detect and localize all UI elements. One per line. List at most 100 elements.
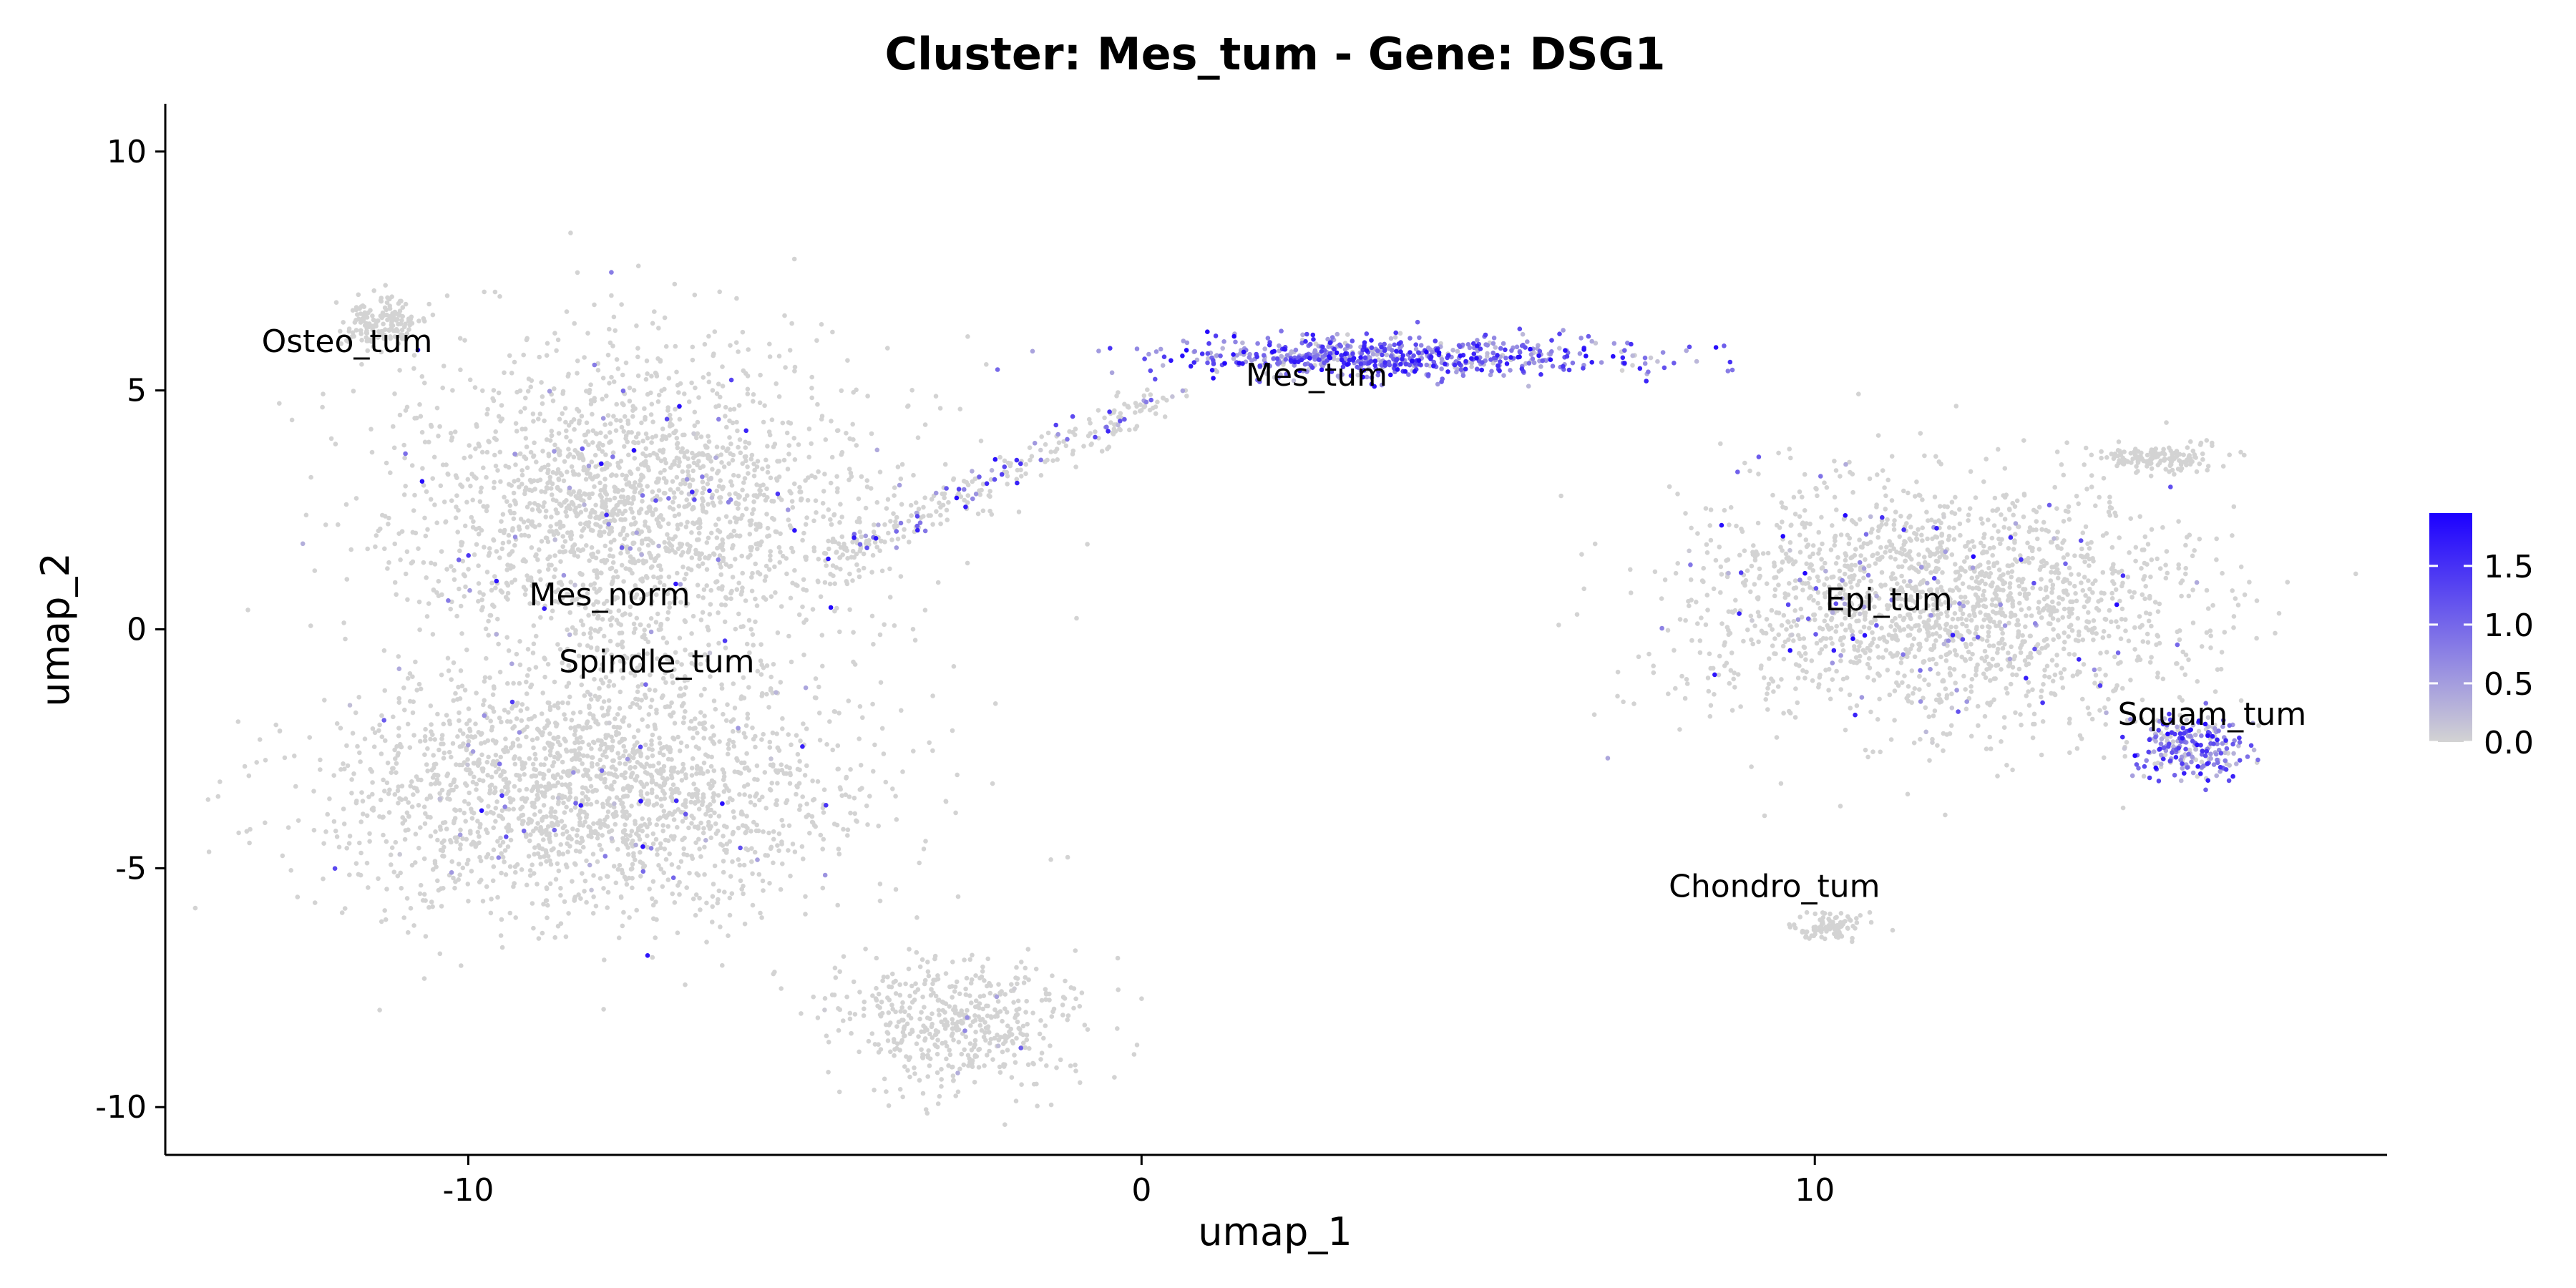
data-point (813, 474, 818, 480)
data-point (573, 848, 579, 854)
data-point (1765, 691, 1770, 696)
data-point (526, 533, 532, 539)
data-point (655, 847, 660, 852)
data-point (765, 525, 771, 531)
data-point (512, 577, 517, 582)
data-point (691, 506, 696, 511)
data-point (499, 719, 504, 725)
data-point (392, 541, 397, 547)
data-point (499, 945, 505, 950)
data-point (724, 596, 729, 601)
data-point (477, 834, 482, 839)
data-point (280, 853, 286, 859)
data-point (589, 527, 594, 533)
data-point (704, 473, 709, 478)
data-point (645, 833, 650, 839)
data-point (887, 566, 892, 572)
data-point (392, 580, 398, 585)
data-point (900, 769, 905, 774)
data-point (540, 401, 545, 406)
data-point (629, 804, 634, 809)
data-point (686, 791, 692, 797)
data-point (555, 447, 560, 452)
data-point (424, 489, 429, 494)
data-point (633, 440, 638, 446)
data-point (650, 564, 655, 570)
data-point (417, 402, 422, 407)
data-point (527, 501, 532, 506)
data-point (667, 433, 672, 438)
data-point (524, 679, 529, 685)
data-point (675, 526, 680, 532)
data-point (653, 620, 659, 625)
data-point (789, 742, 794, 748)
data-point (698, 525, 703, 530)
data-point (566, 663, 571, 668)
data-point (311, 827, 317, 833)
data-point (930, 748, 935, 753)
data-point (572, 725, 577, 730)
data-point (914, 915, 919, 920)
data-point (307, 735, 313, 740)
data-point (698, 907, 703, 912)
data-point (1131, 1052, 1137, 1057)
data-point (876, 991, 882, 997)
data-point (359, 790, 364, 795)
data-point (892, 1039, 897, 1045)
data-point (712, 863, 718, 869)
data-point (525, 465, 530, 470)
data-point (426, 904, 431, 910)
data-point (887, 595, 893, 600)
data-point (821, 550, 827, 556)
data-point (495, 468, 500, 473)
data-point (987, 1040, 992, 1046)
data-point (474, 787, 479, 792)
data-point (653, 726, 658, 731)
data-point (623, 436, 628, 441)
data-point (670, 499, 675, 505)
data-point (564, 428, 569, 434)
data-point (885, 1038, 891, 1043)
data-point (691, 756, 696, 761)
data-point (625, 794, 630, 799)
data-point (1979, 624, 1985, 630)
data-point (528, 819, 534, 825)
data-point (507, 503, 513, 508)
data-point (455, 530, 460, 535)
data-point (648, 704, 653, 710)
data-point (2044, 663, 2050, 669)
data-point (462, 523, 468, 529)
data-point (543, 535, 549, 540)
data-point (740, 329, 746, 335)
data-point (620, 401, 625, 406)
data-point (653, 434, 658, 439)
data-point (581, 631, 587, 637)
data-point (757, 492, 763, 497)
data-point (469, 816, 475, 821)
data-point (625, 845, 630, 850)
data-point (595, 615, 600, 621)
data-point (1775, 684, 1781, 689)
data-point (575, 270, 580, 275)
data-point (658, 567, 664, 572)
data-point (718, 841, 723, 847)
data-point (792, 457, 798, 462)
data-point (775, 630, 781, 635)
data-point (1014, 1035, 1019, 1041)
data-point (786, 517, 791, 522)
data-point (499, 416, 505, 421)
data-point (900, 1094, 905, 1100)
data-point (696, 452, 701, 457)
data-point (731, 681, 736, 686)
data-point (349, 334, 355, 339)
data-point (786, 420, 791, 425)
data-point (869, 431, 874, 436)
data-point (698, 434, 704, 439)
data-point (715, 545, 720, 551)
data-point (505, 829, 511, 834)
data-point (341, 761, 346, 766)
data-point (438, 847, 444, 853)
scatter-points (192, 230, 2358, 1127)
data-point (852, 1012, 858, 1017)
data-point (660, 449, 665, 455)
